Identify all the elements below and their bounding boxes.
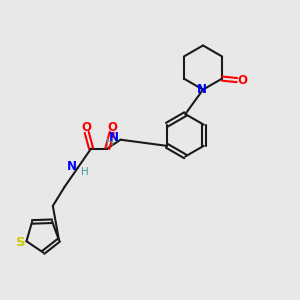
- Text: O: O: [237, 74, 247, 87]
- Text: S: S: [16, 236, 26, 249]
- Text: N: N: [66, 160, 76, 173]
- Text: H: H: [81, 167, 89, 177]
- Text: O: O: [107, 121, 117, 134]
- Text: N: N: [109, 131, 119, 144]
- Text: O: O: [81, 121, 91, 134]
- Text: N: N: [196, 83, 206, 96]
- Text: H: H: [106, 138, 114, 148]
